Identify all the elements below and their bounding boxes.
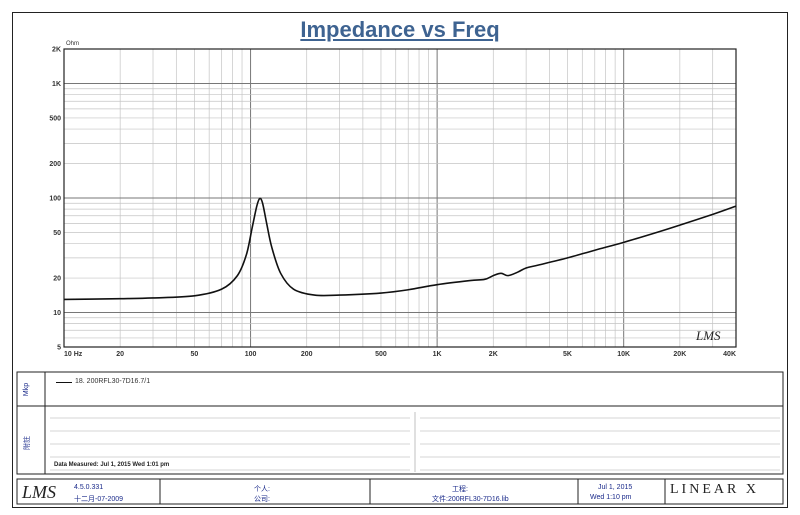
linearx-brand: LINEAR X bbox=[670, 482, 759, 497]
x-tick-label: 100 bbox=[245, 351, 257, 358]
lms-watermark: LMS bbox=[695, 328, 721, 343]
legend-entry: 18. 200RFL30-7D16.7/1 bbox=[75, 378, 151, 385]
x-tick-labels: 10 Hz 20 50 100 200 500 1K 2K 5K 10K 20K 40K bbox=[64, 351, 736, 358]
x-tick-label: 20K bbox=[673, 351, 686, 358]
side-label-bottom: 附註 bbox=[24, 436, 31, 450]
y-tick-label: 50 bbox=[53, 230, 61, 237]
grid bbox=[63, 48, 737, 348]
software-version: 4.5.0.331 bbox=[74, 484, 104, 491]
lms-logo: LMS bbox=[22, 482, 57, 502]
footer-border bbox=[16, 478, 784, 505]
x-tick-label: 1K bbox=[433, 351, 442, 358]
file-label: 文件:200RFL30-7D16.lib bbox=[432, 496, 509, 503]
company-label: 公司: bbox=[254, 496, 270, 503]
x-tick-label: 500 bbox=[375, 351, 387, 358]
notes-panel-border bbox=[16, 371, 784, 475]
user-label: 个人: bbox=[254, 486, 270, 493]
x-tick-label: 2K bbox=[489, 351, 498, 358]
y-tick-labels: 2K 1K 500 200 100 50 20 10 5 bbox=[49, 47, 61, 352]
x-tick-label: 20 bbox=[116, 351, 124, 358]
print-date: Jul 1, 2015 bbox=[598, 484, 633, 491]
x-tick-label: 40K bbox=[723, 351, 736, 358]
y-tick-label: 10 bbox=[53, 310, 61, 317]
x-tick-label: 50 bbox=[191, 351, 199, 358]
y-tick-label: 500 bbox=[49, 115, 61, 122]
plot-area-border bbox=[63, 48, 737, 348]
date-measured: Data Measured: Jul 1, 2015 Wed 1:01 pm bbox=[54, 462, 170, 468]
y-tick-label: 2K bbox=[52, 47, 61, 54]
y-tick-label: 100 bbox=[49, 196, 61, 203]
x-tick-label: 10 Hz bbox=[64, 351, 83, 358]
side-label-top: Mkp bbox=[23, 382, 31, 397]
sheet-frame bbox=[12, 12, 788, 508]
project-label: 工程: bbox=[452, 486, 468, 493]
y-tick-label: 5 bbox=[57, 345, 61, 352]
x-tick-label: 5K bbox=[563, 351, 572, 358]
x-tick-label: 200 bbox=[301, 351, 313, 358]
y-tick-label: 200 bbox=[49, 161, 61, 168]
panel-frames bbox=[16, 48, 784, 505]
x-tick-label: 10K bbox=[617, 351, 630, 358]
impedance-curve bbox=[63, 197, 737, 301]
legend-line-sample bbox=[56, 382, 72, 383]
software-build-date: 十二月-07-2009 bbox=[74, 496, 124, 503]
y-axis-label: Ohm bbox=[66, 41, 79, 47]
y-tick-label: 20 bbox=[53, 276, 61, 283]
print-time: Wed 1:10 pm bbox=[590, 494, 632, 501]
y-tick-label: 1K bbox=[52, 81, 61, 88]
chart-title: Impedance vs Freq bbox=[300, 17, 500, 42]
